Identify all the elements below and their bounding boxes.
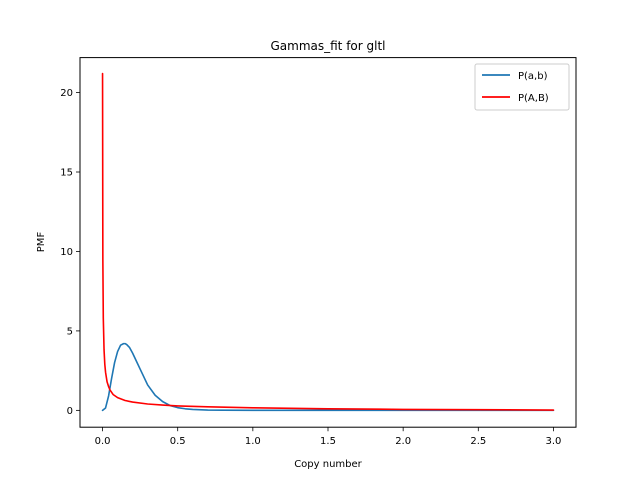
x-tick-label: 3.0: [546, 436, 562, 447]
y-axis-ticks: 0 5 10 15 20: [60, 88, 80, 417]
y-axis-label: PMF: [36, 232, 47, 253]
x-tick-label: 1.0: [245, 436, 261, 447]
x-tick-label: 2.0: [395, 436, 411, 447]
chart-title: Gammas_fit for gltl: [270, 39, 385, 53]
series-line-1: [101, 72, 555, 411]
x-tick-label: 0.0: [95, 436, 111, 447]
series-line-0: [101, 342, 555, 412]
x-tick-label: 2.5: [470, 436, 486, 447]
y-tick-label: 5: [67, 326, 73, 337]
x-axis-label: Copy number: [294, 459, 362, 470]
legend-label-p-ab: P(a,b): [518, 71, 548, 82]
x-axis-ticks: 0.0 0.5 1.0 1.5 2.0 2.5 3.0: [95, 427, 562, 447]
legend: P(a,b) P(A,B): [474, 63, 570, 111]
x-tick-label: 0.5: [170, 436, 186, 447]
y-tick-label: 10: [60, 247, 73, 258]
x-tick-label: 1.5: [320, 436, 336, 447]
series-layer: [101, 72, 555, 412]
y-tick-label: 20: [60, 88, 73, 99]
y-tick-label: 0: [67, 406, 73, 417]
legend-label-p-AB: P(A,B): [518, 93, 549, 104]
y-tick-label: 15: [60, 168, 73, 179]
plot-frame: [79, 57, 577, 428]
